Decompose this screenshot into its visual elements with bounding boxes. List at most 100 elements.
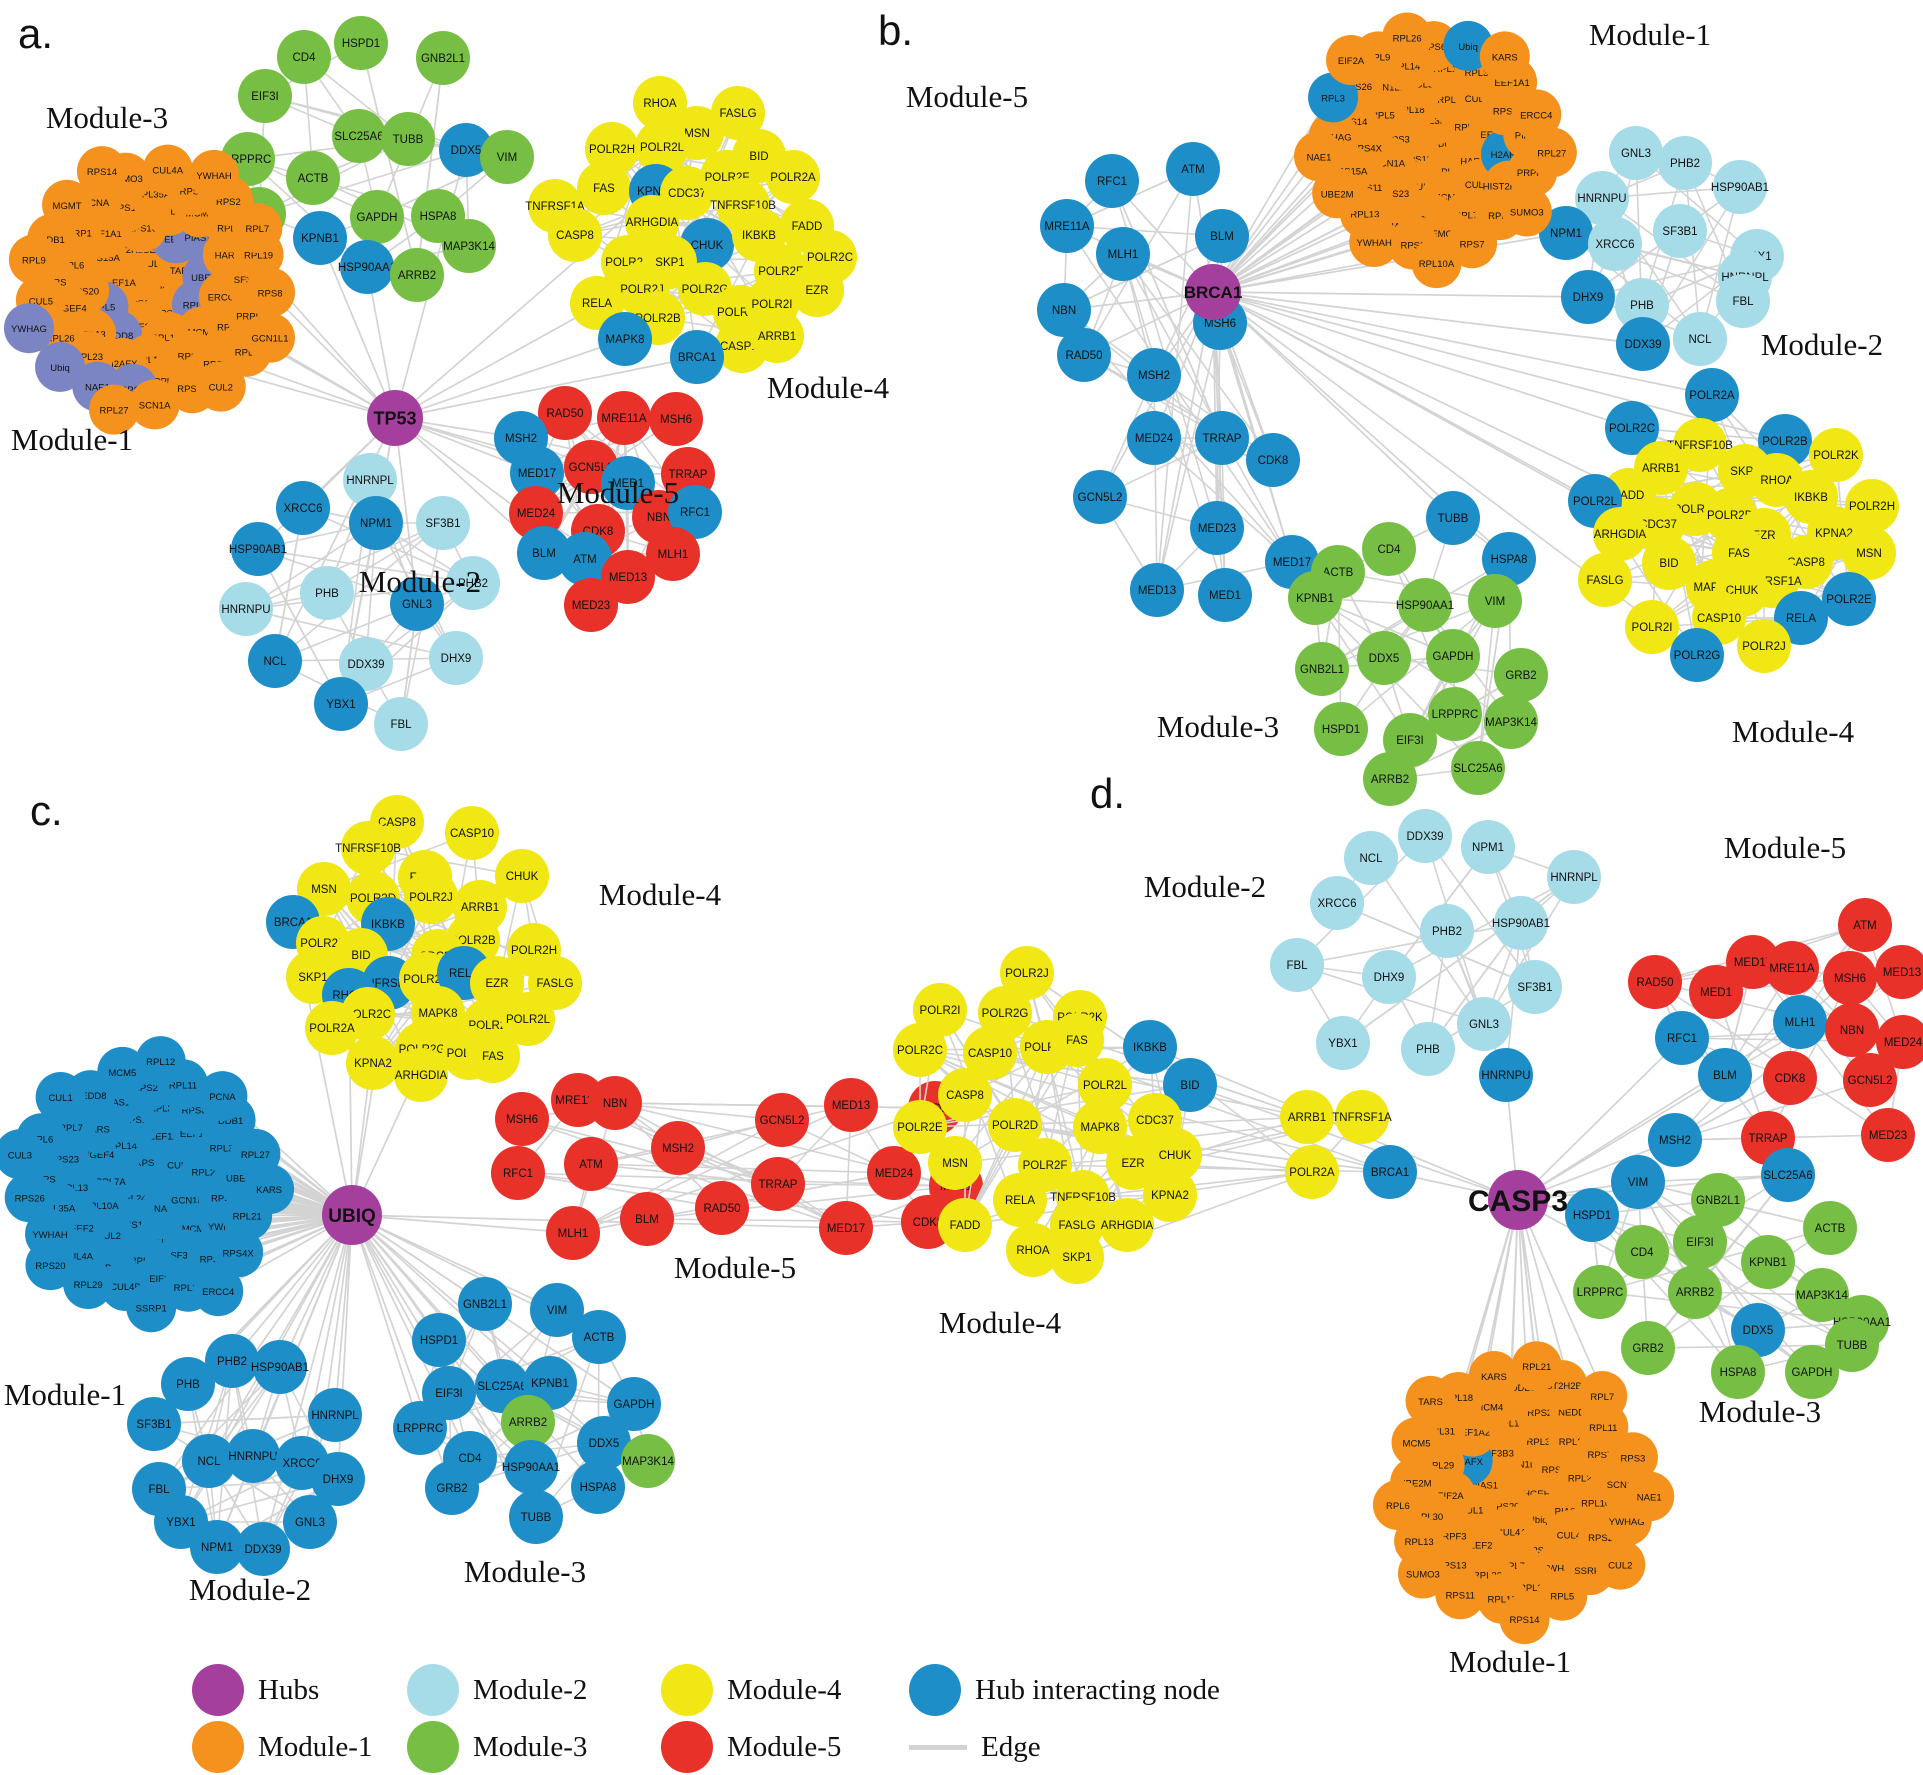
- node-YWHAH[interactable]: [1349, 216, 1400, 267]
- node-BRCA1[interactable]: [1363, 1145, 1417, 1199]
- node-MSH6[interactable]: [1823, 951, 1877, 1005]
- node-POLR2K[interactable]: [1809, 428, 1863, 482]
- node-POLR2I[interactable]: [1625, 600, 1679, 654]
- node-RPL3[interactable]: [1308, 72, 1359, 123]
- node-YBX1[interactable]: [314, 677, 368, 731]
- node-TNFRSF1A[interactable]: [1335, 1090, 1389, 1144]
- node-RPS14[interactable]: [1499, 1594, 1550, 1645]
- node-MAPK8[interactable]: [598, 312, 652, 366]
- node-YBX1[interactable]: [1316, 1016, 1370, 1070]
- node-NBN[interactable]: [1825, 1003, 1879, 1057]
- node-NCL[interactable]: [1673, 312, 1727, 366]
- node-PHB2[interactable]: [446, 556, 500, 610]
- node-ARHGDIA[interactable]: [1100, 1198, 1154, 1252]
- node-RPL12[interactable]: [135, 1036, 186, 1087]
- node-POLR2D[interactable]: [988, 1098, 1042, 1152]
- node-POLR2L[interactable]: [635, 120, 689, 174]
- hub-node-CASP3[interactable]: [1488, 1170, 1548, 1230]
- node-RHOA[interactable]: [633, 76, 687, 130]
- node-RPS4X[interactable]: [213, 1227, 264, 1278]
- node-RPL7[interactable]: [232, 203, 283, 254]
- hub-node-TP53[interactable]: [367, 390, 423, 446]
- node-POLR2A[interactable]: [1285, 1145, 1339, 1199]
- node-POLR2G[interactable]: [1670, 628, 1724, 682]
- node-MSH6[interactable]: [495, 1092, 549, 1146]
- node-GNL3[interactable]: [390, 577, 444, 631]
- node-GAPDH[interactable]: [1426, 629, 1480, 683]
- node-GRB2[interactable]: [1621, 1321, 1675, 1375]
- node-MED24[interactable]: [867, 1146, 921, 1200]
- node-MLH1[interactable]: [1096, 227, 1150, 281]
- node-DDX39[interactable]: [1616, 317, 1670, 371]
- node-GNB2L1[interactable]: [416, 31, 470, 85]
- node-EIF2A[interactable]: [1326, 35, 1377, 86]
- node-DDX5[interactable]: [577, 1416, 631, 1470]
- node-ARRB1[interactable]: [750, 309, 804, 363]
- node-HSPA8[interactable]: [571, 1460, 625, 1514]
- node-RPL29[interactable]: [63, 1258, 114, 1309]
- node-VIM[interactable]: [480, 130, 534, 184]
- node-GNB2L1[interactable]: [1295, 642, 1349, 696]
- node-DDX5[interactable]: [1731, 1303, 1785, 1357]
- node-GCN5L2[interactable]: [1073, 470, 1127, 524]
- node-RAD50[interactable]: [1057, 328, 1111, 382]
- node-MRE11A[interactable]: [1040, 199, 1094, 253]
- node-POLR2E[interactable]: [1822, 572, 1876, 626]
- node-FBL[interactable]: [1716, 274, 1770, 328]
- node-HSP90AA1[interactable]: [340, 240, 394, 294]
- node-MED13[interactable]: [601, 550, 655, 604]
- node-MCM5[interactable]: [1391, 1417, 1442, 1468]
- node-CDK8[interactable]: [1763, 1051, 1817, 1105]
- node-NCL[interactable]: [182, 1434, 236, 1488]
- node-MAPK8[interactable]: [1073, 1100, 1127, 1154]
- node-SLC25A6[interactable]: [1451, 741, 1505, 795]
- node-SKP1[interactable]: [1050, 1230, 1104, 1284]
- node-POLR2L[interactable]: [1078, 1058, 1132, 1112]
- node-MED24[interactable]: [1127, 411, 1181, 465]
- node-SLC25A6[interactable]: [332, 109, 386, 163]
- node-MED13[interactable]: [824, 1078, 878, 1132]
- node-DHX9[interactable]: [429, 631, 483, 685]
- node-YWHAH[interactable]: [189, 149, 240, 200]
- node-FAS[interactable]: [1050, 1013, 1104, 1067]
- node-ACTB[interactable]: [572, 1310, 626, 1364]
- node-GCN5L2[interactable]: [1843, 1053, 1897, 1107]
- node-RPS26[interactable]: [4, 1172, 55, 1223]
- node-MRE11A[interactable]: [1765, 941, 1819, 995]
- node-BID[interactable]: [1642, 536, 1696, 590]
- node-ATM[interactable]: [1166, 142, 1220, 196]
- node-PHB2[interactable]: [1658, 136, 1712, 190]
- node-GRB2[interactable]: [1494, 648, 1548, 702]
- node-HSPD1[interactable]: [412, 1313, 466, 1367]
- node-GNL3[interactable]: [283, 1495, 337, 1549]
- node-MSH2[interactable]: [651, 1121, 705, 1175]
- node-RELA[interactable]: [993, 1173, 1047, 1227]
- node-MLH1[interactable]: [1773, 995, 1827, 1049]
- node-NCL[interactable]: [1344, 831, 1398, 885]
- node-MED23[interactable]: [1861, 1108, 1915, 1162]
- node-BID[interactable]: [1163, 1058, 1217, 1112]
- node-MLH1[interactable]: [646, 527, 700, 581]
- node-SCN1A[interactable]: [129, 379, 180, 430]
- node-BLM[interactable]: [1195, 209, 1249, 263]
- node-POLR2C[interactable]: [1605, 401, 1659, 455]
- node-MSH6[interactable]: [649, 392, 703, 446]
- node-POLR2A[interactable]: [305, 1001, 359, 1055]
- node-EZR[interactable]: [790, 263, 844, 317]
- node-CUL4A[interactable]: [142, 144, 193, 195]
- node-LRPPRC[interactable]: [1573, 1265, 1627, 1319]
- node-ARRB2[interactable]: [1363, 752, 1417, 806]
- node-TUBB[interactable]: [1426, 491, 1480, 545]
- node-GAPDH[interactable]: [1785, 1345, 1839, 1399]
- node-RPL27[interactable]: [89, 384, 140, 435]
- node-CUL2[interactable]: [195, 361, 246, 412]
- node-MAP3K14[interactable]: [1795, 1268, 1849, 1322]
- node-HSPA8[interactable]: [1482, 532, 1536, 586]
- node-LRPPRC[interactable]: [1428, 687, 1482, 741]
- node-VIM[interactable]: [1611, 1155, 1665, 1209]
- node-BLM[interactable]: [517, 526, 571, 580]
- node-MED24[interactable]: [1876, 1015, 1923, 1069]
- node-FASLG[interactable]: [711, 86, 765, 140]
- node-HNRNPU[interactable]: [226, 1429, 280, 1483]
- node-MAP3K14[interactable]: [621, 1434, 675, 1488]
